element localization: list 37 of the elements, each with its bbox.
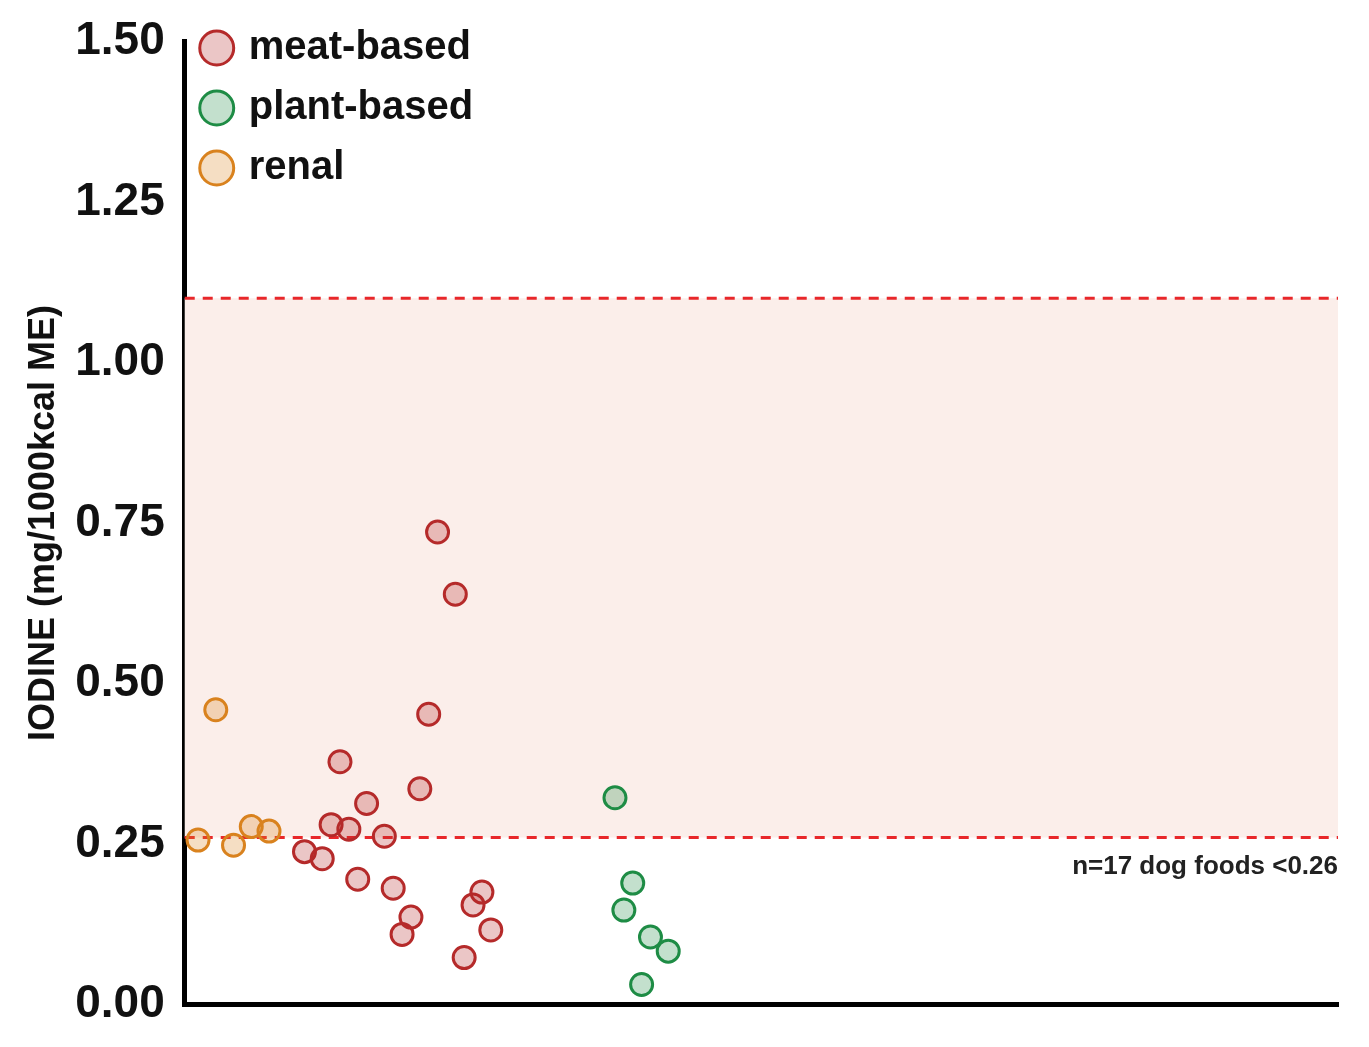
y-tick-label: 0.00 [75, 975, 165, 1028]
point [451, 945, 477, 971]
point [407, 776, 433, 802]
legend-label: plant-based [248, 83, 474, 128]
point [602, 785, 628, 811]
y-tick-label: 0.75 [75, 493, 165, 546]
point [611, 897, 637, 923]
y-tick-label: 1.00 [75, 333, 165, 386]
point [416, 701, 442, 727]
annotation: n=17 dog foods <0.26 [1072, 849, 1338, 880]
point [371, 823, 397, 849]
point [629, 972, 655, 997]
point [398, 904, 424, 930]
point [345, 866, 371, 892]
point [425, 519, 451, 545]
point [354, 791, 380, 816]
point [309, 846, 335, 872]
legend-label: meat-based [248, 23, 472, 68]
point [469, 879, 495, 905]
point [620, 870, 646, 896]
y-tick-label: 0.50 [75, 654, 165, 707]
point [327, 749, 353, 775]
y-axis-title: IODINE (mg/1000kcal ME) [20, 304, 62, 742]
point [256, 818, 282, 844]
legend-label: renal [248, 143, 345, 188]
y-tick-label: 1.25 [75, 172, 165, 225]
point [221, 832, 247, 858]
y-tick-label: 0.25 [75, 814, 165, 867]
point [442, 581, 468, 607]
point [637, 924, 663, 950]
point [203, 697, 229, 723]
point [478, 917, 504, 943]
point [380, 875, 406, 901]
point [336, 816, 362, 842]
point [655, 938, 681, 964]
point [185, 827, 211, 853]
y-tick-label: 1.50 [75, 12, 165, 65]
